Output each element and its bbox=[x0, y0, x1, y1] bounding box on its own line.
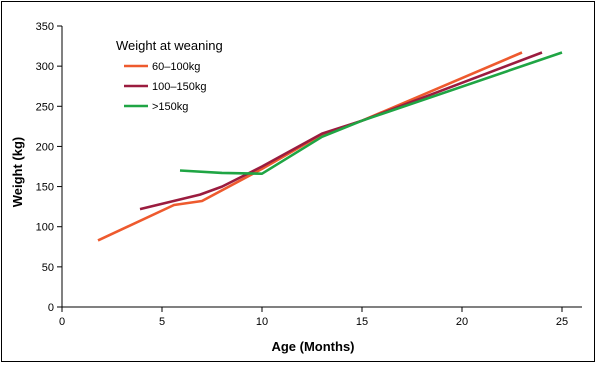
legend-title: Weight at weaning bbox=[116, 38, 223, 53]
y-tick-label: 200 bbox=[36, 141, 54, 153]
legend: Weight at weaning 60–100kg 100–150kg >150k… bbox=[116, 38, 223, 113]
x-tick-label: 5 bbox=[159, 316, 165, 328]
y-tick-label: 350 bbox=[36, 21, 54, 33]
y-tick-label: 100 bbox=[36, 222, 54, 234]
x-tick-label: 0 bbox=[59, 316, 65, 328]
legend-label-2: 100–150kg bbox=[152, 81, 206, 93]
y-tick-label: 50 bbox=[42, 262, 54, 274]
legend-label-1: 60–100kg bbox=[152, 61, 200, 73]
y-tick-label: 0 bbox=[48, 302, 54, 314]
weight-age-chart: 0 50 100 150 200 250 300 350 0 5 10 15 20 25 Age (Mon… bbox=[2, 2, 596, 363]
legend-label-3: >150kg bbox=[152, 101, 188, 113]
series-line-3 bbox=[180, 53, 562, 174]
y-tick-label: 250 bbox=[36, 101, 54, 113]
series-line-2 bbox=[140, 53, 542, 210]
y-tick-label: 300 bbox=[36, 61, 54, 73]
x-tick-label: 20 bbox=[456, 316, 468, 328]
y-axis-title: Weight (kg) bbox=[10, 137, 25, 208]
x-tick-label: 25 bbox=[556, 316, 568, 328]
y-tick-label: 150 bbox=[36, 182, 54, 194]
chart-frame: 0 50 100 150 200 250 300 350 0 5 10 15 20 25 Age (Mon… bbox=[1, 1, 595, 362]
x-axis-title: Age (Months) bbox=[271, 339, 354, 354]
x-tick-label: 15 bbox=[356, 316, 368, 328]
x-tick-label: 10 bbox=[256, 316, 268, 328]
